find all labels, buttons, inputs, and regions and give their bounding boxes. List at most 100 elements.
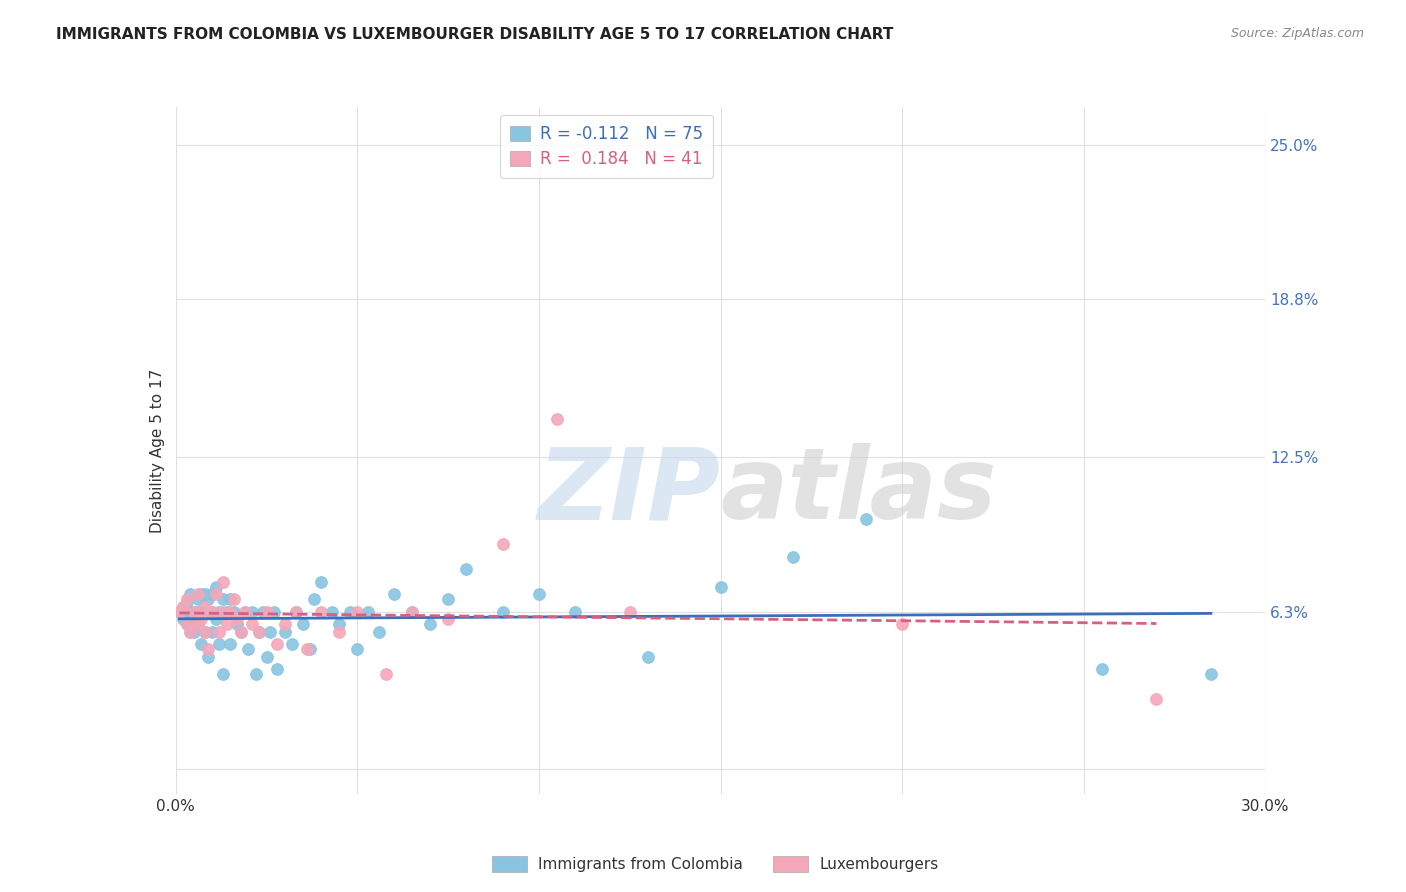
Point [247,624,270,639]
Point [197,649,219,664]
Point [247,624,270,639]
FancyBboxPatch shape [773,856,808,872]
Point [382,587,405,601]
Point [256,649,278,664]
Point [183,605,205,619]
Point [274,624,297,639]
Point [309,574,332,589]
Point [208,624,231,639]
Point [215,617,238,632]
Point [401,605,423,619]
Point [201,624,224,639]
Point [226,612,249,626]
Point [212,605,235,619]
Point [274,617,297,632]
Point [266,637,288,651]
Point [176,594,198,608]
Point [619,605,641,619]
Point [219,592,242,607]
Text: Immigrants from Colombia: Immigrants from Colombia [538,857,744,871]
Point [231,624,253,639]
Point [546,412,568,426]
Point [172,599,194,614]
Point [564,605,586,619]
Point [186,617,209,632]
Point [179,605,201,619]
Point [190,587,212,601]
Point [169,605,191,619]
Point [204,580,226,594]
FancyBboxPatch shape [492,856,527,872]
Point [179,587,201,601]
Point [176,617,198,632]
Point [346,642,368,657]
Text: atlas: atlas [721,443,997,541]
Point [368,624,391,639]
Point [204,612,226,626]
Point [208,637,231,651]
Text: Luxembourgers: Luxembourgers [820,857,939,871]
Point [219,637,242,651]
Point [240,605,263,619]
Point [346,605,368,619]
Point [212,667,235,681]
Point [637,649,659,664]
Point [256,605,278,619]
Point [263,605,285,619]
Point [233,605,256,619]
Point [201,587,224,601]
Point [259,624,281,639]
Point [194,599,217,614]
Point [492,537,515,551]
Point [194,587,217,601]
Point [190,612,212,626]
Point [208,605,231,619]
Point [375,667,398,681]
Point [284,605,307,619]
Legend: R = -0.112   N = 75, R =  0.184   N = 41: R = -0.112 N = 75, R = 0.184 N = 41 [501,115,713,178]
Point [183,624,205,639]
Point [226,617,249,632]
Point [222,592,245,607]
Point [201,605,224,619]
Point [183,612,205,626]
Point [710,580,733,594]
Point [245,667,267,681]
Point [176,592,198,607]
Point [1199,667,1222,681]
Point [190,605,212,619]
Point [291,617,314,632]
Point [782,549,804,564]
Point [194,624,217,639]
Point [527,587,550,601]
Point [186,617,209,632]
Point [186,592,209,607]
Point [212,592,235,607]
Point [240,617,263,632]
Point [197,642,219,657]
Point [233,605,256,619]
Point [169,605,191,619]
Point [190,637,212,651]
Point [186,605,209,619]
Point [492,605,515,619]
Point [437,612,460,626]
Y-axis label: Disability Age 5 to 17: Disability Age 5 to 17 [149,368,165,533]
Point [284,605,307,619]
Point [179,624,201,639]
Point [456,562,478,576]
Point [176,617,198,632]
Point [891,617,914,632]
Point [194,624,217,639]
Point [281,637,304,651]
Point [172,599,194,614]
Text: IMMIGRANTS FROM COLOMBIA VS LUXEMBOURGER DISABILITY AGE 5 TO 17 CORRELATION CHAR: IMMIGRANTS FROM COLOMBIA VS LUXEMBOURGER… [56,27,894,42]
Point [183,605,205,619]
Point [172,612,194,626]
Point [855,512,877,526]
Point [194,605,217,619]
Point [204,587,226,601]
Text: ZIP: ZIP [537,443,721,541]
Point [197,592,219,607]
Point [238,642,260,657]
